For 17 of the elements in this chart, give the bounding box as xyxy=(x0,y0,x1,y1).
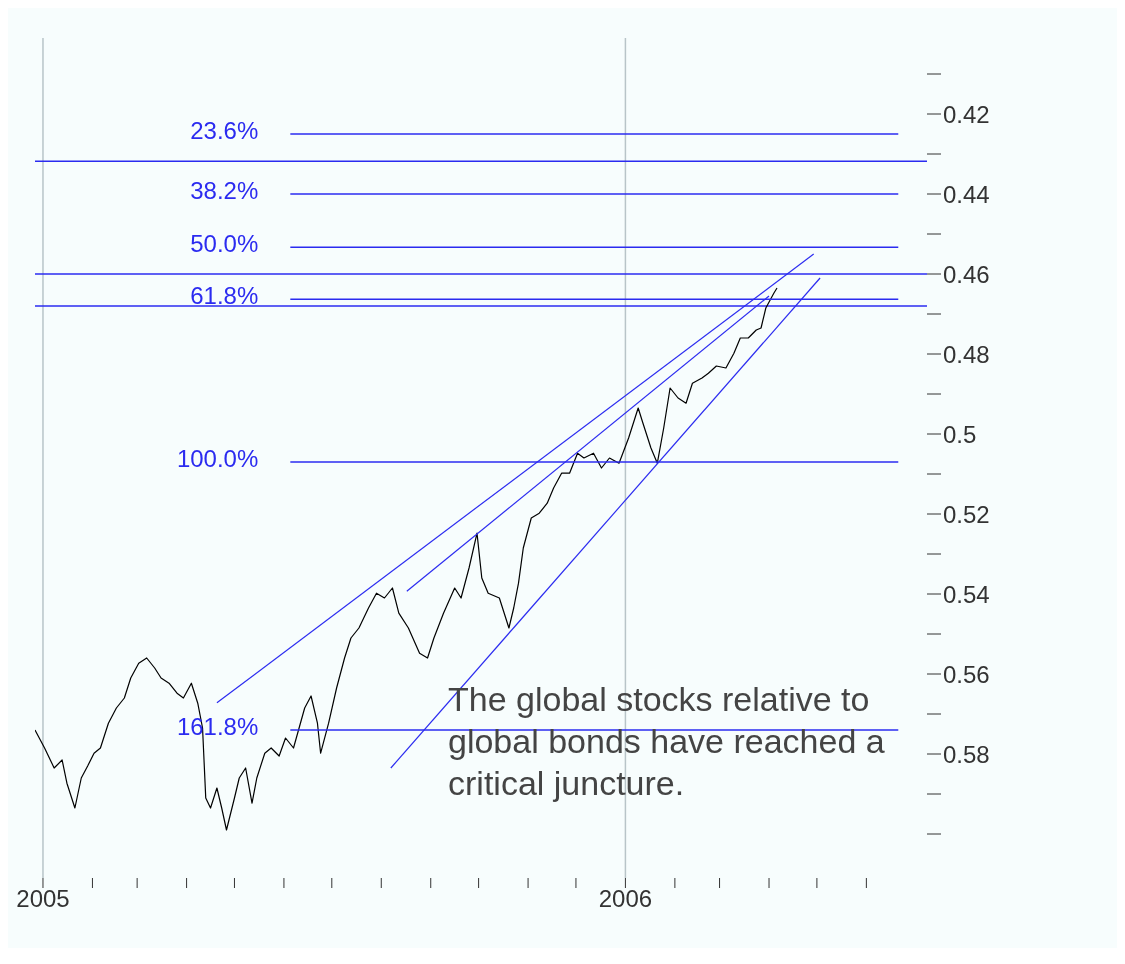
y-tick-label: 0.54 xyxy=(943,580,990,608)
series-label: 50.0% xyxy=(190,230,259,258)
y-tick-label: 0.58 xyxy=(943,740,990,768)
annotation: The global stocks relative to global bonds have reached a critical juncture. xyxy=(448,679,886,804)
x-tick-label: 2006 xyxy=(598,885,653,913)
y-tick-label: 0.56 xyxy=(943,660,990,688)
y-tick-label: 0.42 xyxy=(943,100,990,128)
series-label: 23.6% xyxy=(190,117,259,144)
series-label: 61.8% xyxy=(190,282,259,310)
y-tick-label: 0.5 xyxy=(943,420,977,448)
x-tick-label: 2005 xyxy=(16,885,70,913)
series-label: 38.2% xyxy=(190,177,259,204)
y-tick-label: 0.52 xyxy=(943,500,990,528)
series-label: 100.0% xyxy=(176,445,259,472)
y-tick-label: 0.48 xyxy=(943,340,990,368)
y-tick-label: 0.46 xyxy=(943,260,990,288)
y-tick-label: 0.44 xyxy=(943,180,990,208)
